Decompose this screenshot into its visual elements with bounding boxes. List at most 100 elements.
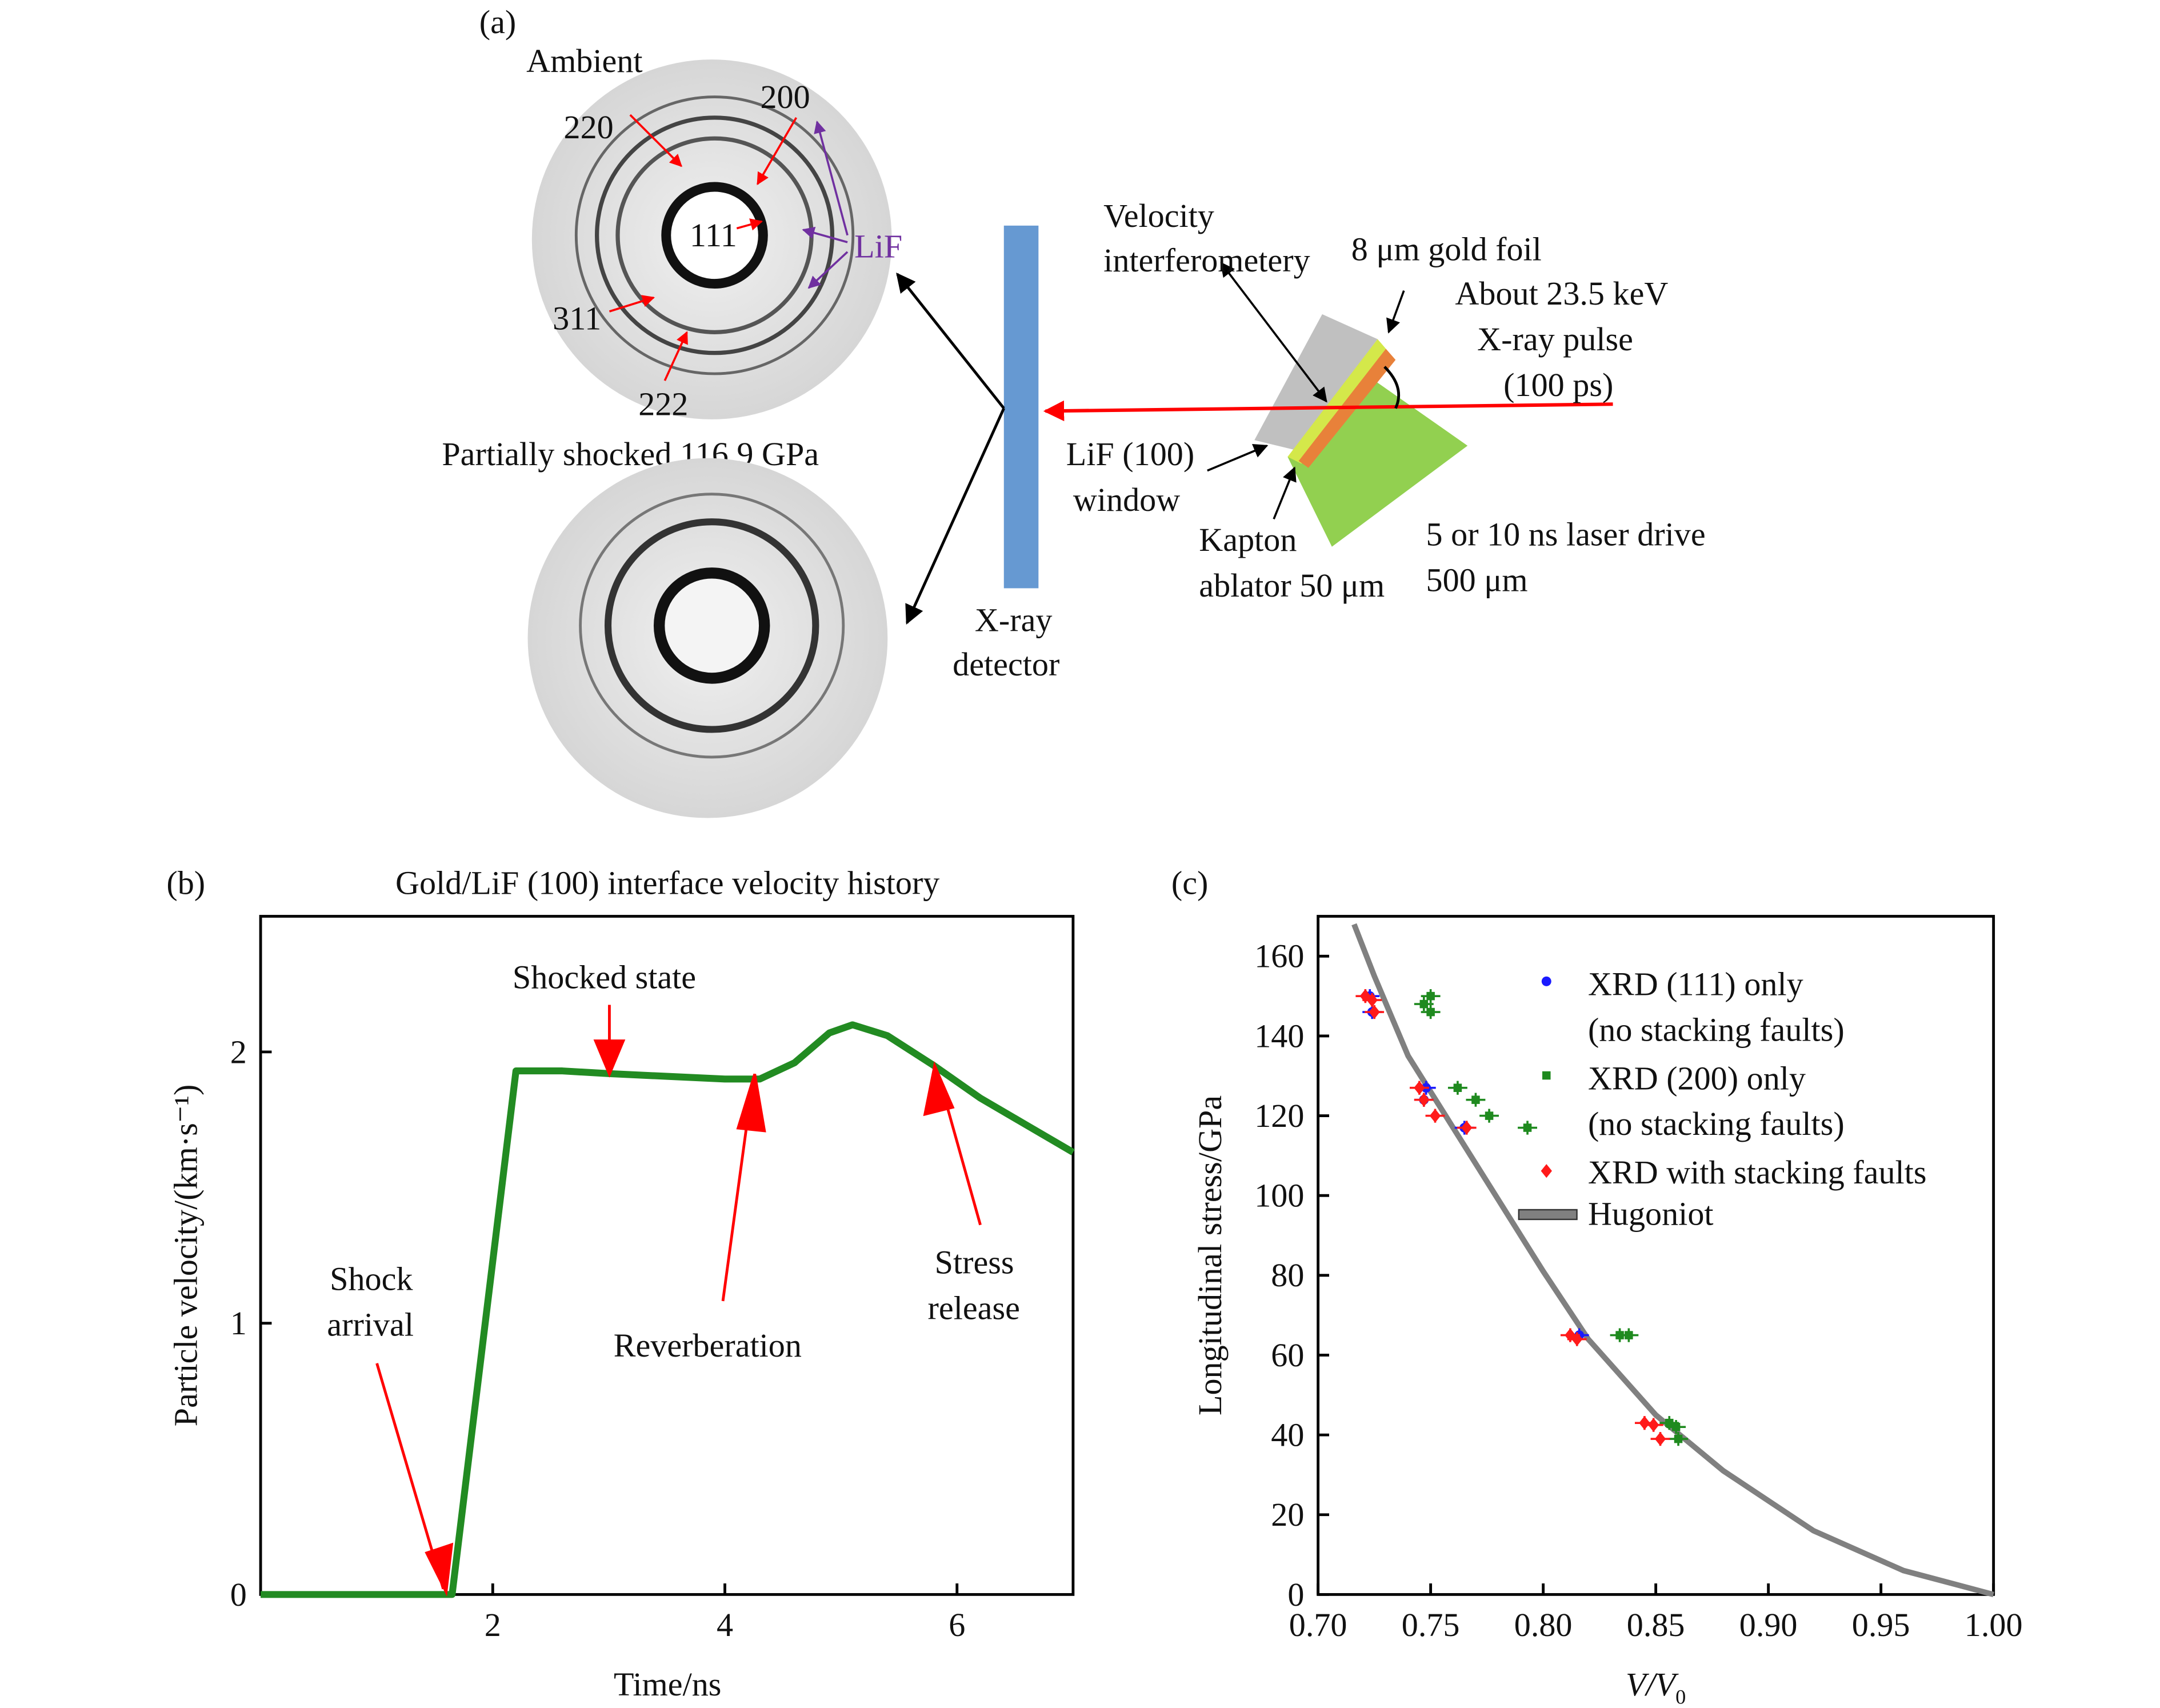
y-tick-label: 0	[230, 1576, 247, 1613]
laser-label-1: 5 or 10 ns laser drive	[1426, 515, 1706, 553]
peak-311: 311	[553, 299, 601, 337]
gold-arrow	[1386, 290, 1405, 334]
x-tick-label: 0.90	[1739, 1606, 1798, 1643]
data-point-200	[1479, 1109, 1499, 1123]
y-tick-label: 2	[230, 1033, 247, 1070]
peak-220: 220	[564, 109, 614, 146]
annotation-shock-1: Shock	[330, 1260, 413, 1297]
ambient-diffraction-pattern	[531, 59, 892, 419]
y-tick-label: 60	[1271, 1337, 1304, 1374]
annotation-stress-2: release	[928, 1289, 1020, 1326]
legend-marker-hugoniot	[1518, 1209, 1578, 1221]
peak-arrows	[609, 114, 798, 381]
data-point-sf	[1457, 1121, 1477, 1135]
peak-222: 222	[638, 386, 688, 423]
legend-111-2: (no stacking faults)	[1588, 1011, 1845, 1048]
chart-b-ylabel: Particle velocity/(km·s⁻¹)	[167, 1085, 205, 1427]
data-point-200	[1447, 1081, 1467, 1095]
data-point-200	[1421, 1005, 1441, 1019]
data-point-sf	[1425, 1109, 1445, 1123]
window-arrow	[1207, 444, 1269, 472]
peak-111: 111	[690, 217, 737, 254]
legend-200-2: (no stacking faults)	[1588, 1105, 1845, 1142]
kapton-label-1: Kapton	[1199, 521, 1297, 558]
data-point-200	[1619, 1328, 1639, 1342]
y-tick-label: 0	[1287, 1576, 1304, 1613]
chart-b-frame	[259, 915, 1075, 1596]
x-tick-label: 0.95	[1852, 1606, 1910, 1643]
xray-label-3: (100 ps)	[1503, 366, 1613, 403]
data-point-200	[1414, 997, 1434, 1011]
xray-label-2: X-ray pulse	[1477, 321, 1633, 358]
laser-label-2: 500 μm	[1426, 561, 1528, 598]
x-tick-label: 6	[949, 1606, 965, 1643]
legend-111-1: XRD (111) only	[1588, 966, 1803, 1003]
angle-arc	[1383, 366, 1401, 409]
window-label-2: window	[1073, 481, 1180, 518]
x-tick-label: 0.75	[1402, 1606, 1460, 1643]
gold-foil-label: 8 μm gold foil	[1351, 230, 1542, 267]
panel-b-velocity-chart: (b) Gold/LiF (100) interface velocity hi…	[166, 865, 1075, 1703]
detector-label-1: X-ray	[975, 602, 1053, 639]
x-tick-label: 0.70	[1289, 1606, 1347, 1643]
kapton-arrow	[1273, 466, 1297, 520]
legend-marker-sf	[1541, 1164, 1552, 1178]
velocity-line	[261, 1021, 1075, 1598]
y-tick-label: 100	[1254, 1177, 1304, 1214]
chart-c-xlabel-main: V/V	[1626, 1666, 1679, 1703]
lif-arrows	[802, 121, 849, 289]
chart-c-xlabel: V/V0	[1626, 1666, 1686, 1708]
data-point-sf	[1414, 1093, 1434, 1107]
legend-marker-111	[1541, 976, 1551, 986]
xray-detector	[1003, 225, 1039, 589]
panel-a: (a) Ambient 220 200 111 311 222 LiF Part…	[442, 3, 1706, 818]
data-point-sf	[1409, 1081, 1429, 1095]
data-point-200	[1518, 1121, 1538, 1135]
xray-beam	[1043, 400, 1613, 422]
data-point-200	[1666, 1420, 1686, 1434]
data-point-sf	[1362, 993, 1382, 1007]
shocked-diffraction-pattern	[527, 458, 888, 818]
velocimetry-label-2: interferometery	[1103, 242, 1310, 279]
hugoniot-curve	[1351, 923, 1994, 1598]
chart-c-ylabel: Longitudinal stress/GPa	[1191, 1095, 1229, 1415]
chart-b-title: Gold/LiF (100) interface velocity histor…	[395, 865, 939, 902]
y-tick-label: 40	[1271, 1416, 1304, 1453]
chart-b-xlabel: Time/ns	[614, 1666, 721, 1703]
annotation-stress-1: Stress	[935, 1243, 1014, 1281]
panel-c-hugoniot-chart: (c) 0.70 0.75 0.80 0.85 0.90 0.95 1.00 0 20 40 60 8…	[1171, 865, 2023, 1708]
y-tick-label: 1	[230, 1305, 247, 1342]
velocimetry-arrow	[1220, 262, 1327, 403]
kapton-label-2: ablator 50 μm	[1199, 567, 1385, 604]
data-point-200	[1466, 1093, 1486, 1107]
detector-label-2: detector	[953, 646, 1059, 683]
data-point-sf	[1650, 1431, 1670, 1446]
legend-hugoniot: Hugoniot	[1588, 1195, 1714, 1233]
velocimetry-label-1: Velocity	[1103, 197, 1214, 234]
y-tick-label: 80	[1271, 1257, 1304, 1294]
panel-b-label: (b)	[166, 865, 205, 902]
legend-200-1: XRD (200) only	[1588, 1059, 1806, 1097]
y-tick-label: 140	[1254, 1017, 1304, 1054]
data-point-200	[1669, 1431, 1688, 1446]
ambient-label: Ambient	[526, 42, 642, 79]
data-point-200	[1421, 989, 1441, 1003]
data-point-sf	[1567, 1332, 1587, 1346]
data-point-sf	[1365, 1005, 1385, 1019]
y-tick-label: 120	[1254, 1097, 1304, 1134]
y-tick-label: 160	[1254, 938, 1304, 975]
window-label-1: LiF (100)	[1066, 435, 1194, 473]
xray-label-1: About 23.5 keV	[1455, 275, 1668, 312]
x-tick-label: 1.00	[1965, 1606, 2023, 1643]
chart-c-xlabel-sub: 0	[1675, 1686, 1686, 1708]
y-tick-label: 20	[1271, 1496, 1304, 1533]
annotation-shocked-state: Shocked state	[513, 958, 696, 995]
x-tick-label: 0.85	[1627, 1606, 1685, 1643]
peak-200: 200	[760, 78, 810, 115]
x-tick-label: 2	[485, 1606, 501, 1643]
x-tick-label: 4	[717, 1606, 733, 1643]
lif-label: LiF	[854, 228, 902, 265]
diffraction-arrows	[896, 272, 1005, 625]
legend-marker-200	[1542, 1071, 1551, 1080]
